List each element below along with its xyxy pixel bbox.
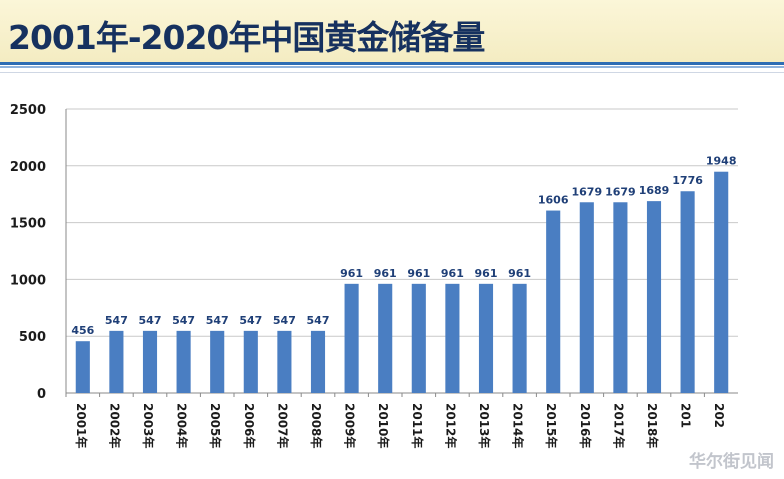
data-label: 961 <box>407 267 430 280</box>
category-label: 2007年 <box>275 403 290 448</box>
data-label: 1679 <box>571 185 602 198</box>
bar <box>75 341 90 393</box>
bar <box>445 283 460 393</box>
bar <box>142 330 158 393</box>
bar <box>512 283 527 393</box>
data-label: 961 <box>475 267 498 280</box>
category-label: 2014年 <box>511 403 526 448</box>
data-label: 456 <box>71 324 94 337</box>
bar <box>277 330 292 393</box>
data-label: 547 <box>172 314 195 327</box>
data-label: 961 <box>441 267 464 280</box>
data-label: 1689 <box>639 184 670 197</box>
category-label: 2005年 <box>208 403 223 448</box>
bar <box>109 330 124 393</box>
category-label: 2008年 <box>309 403 324 448</box>
data-label: 1679 <box>605 185 636 198</box>
y-tick-label: 0 <box>37 387 46 402</box>
data-label: 961 <box>340 267 363 280</box>
category-label: 2009年 <box>343 403 358 448</box>
category-label: 2002年 <box>107 403 122 448</box>
data-label: 547 <box>206 314 229 327</box>
bar <box>613 202 628 393</box>
category-label: 2004年 <box>175 403 190 448</box>
data-label: 1948 <box>706 155 737 168</box>
data-label: 1776 <box>672 174 703 187</box>
data-label: 547 <box>307 314 330 327</box>
bar <box>344 283 359 393</box>
category-label: 2006年 <box>242 403 257 448</box>
bar <box>646 201 662 393</box>
bar <box>714 171 729 393</box>
bar <box>411 283 426 393</box>
title-banner: 2001年-2020年中国黄金储备量 <box>0 0 784 62</box>
bar <box>176 330 191 393</box>
y-tick-label: 2000 <box>10 160 46 175</box>
data-label: 547 <box>239 314 262 327</box>
bar <box>210 330 225 393</box>
data-label: 1606 <box>538 194 569 207</box>
bar-chart: 0 500 1000 1500 2000 2500 456 2001年 547 2002年 547 2… <box>10 103 738 448</box>
bar <box>579 202 594 393</box>
data-label: 547 <box>139 314 162 327</box>
y-tick-label: 2500 <box>10 103 46 118</box>
category-label: 2003年 <box>141 403 156 448</box>
bar <box>378 283 393 393</box>
category-label: 2001年 <box>74 403 89 448</box>
bar <box>243 330 258 393</box>
watermark: 华尔街见闻 <box>689 452 774 472</box>
category-label: 2013年 <box>477 403 492 448</box>
bar <box>310 330 326 393</box>
bar <box>680 191 695 393</box>
data-label: 961 <box>508 267 531 280</box>
y-tick-label: 500 <box>19 330 46 345</box>
bar <box>546 210 561 393</box>
header-divider-light <box>0 66 784 68</box>
category-label: 2012年 <box>443 403 458 448</box>
category-label: 201 <box>679 403 693 428</box>
y-tick-label: 1500 <box>10 217 46 232</box>
data-label: 961 <box>374 267 397 280</box>
data-label: 547 <box>105 314 128 327</box>
category-label: 2018年 <box>645 403 660 448</box>
category-label: 2017年 <box>611 403 626 448</box>
bar <box>478 283 494 393</box>
page-title: 2001年-2020年中国黄金储备量 <box>8 18 485 57</box>
y-tick-label: 1000 <box>10 273 46 288</box>
category-label: 2015年 <box>544 403 559 448</box>
header-divider <box>0 62 784 65</box>
category-label: 202 <box>712 403 726 428</box>
category-label: 2010年 <box>376 403 391 448</box>
data-label: 547 <box>273 314 296 327</box>
category-label: 2011年 <box>410 403 425 448</box>
chart-area: 0 500 1000 1500 2000 2500 456 2001年 547 2002年 547 2… <box>0 72 784 479</box>
category-label: 2016年 <box>578 403 593 448</box>
